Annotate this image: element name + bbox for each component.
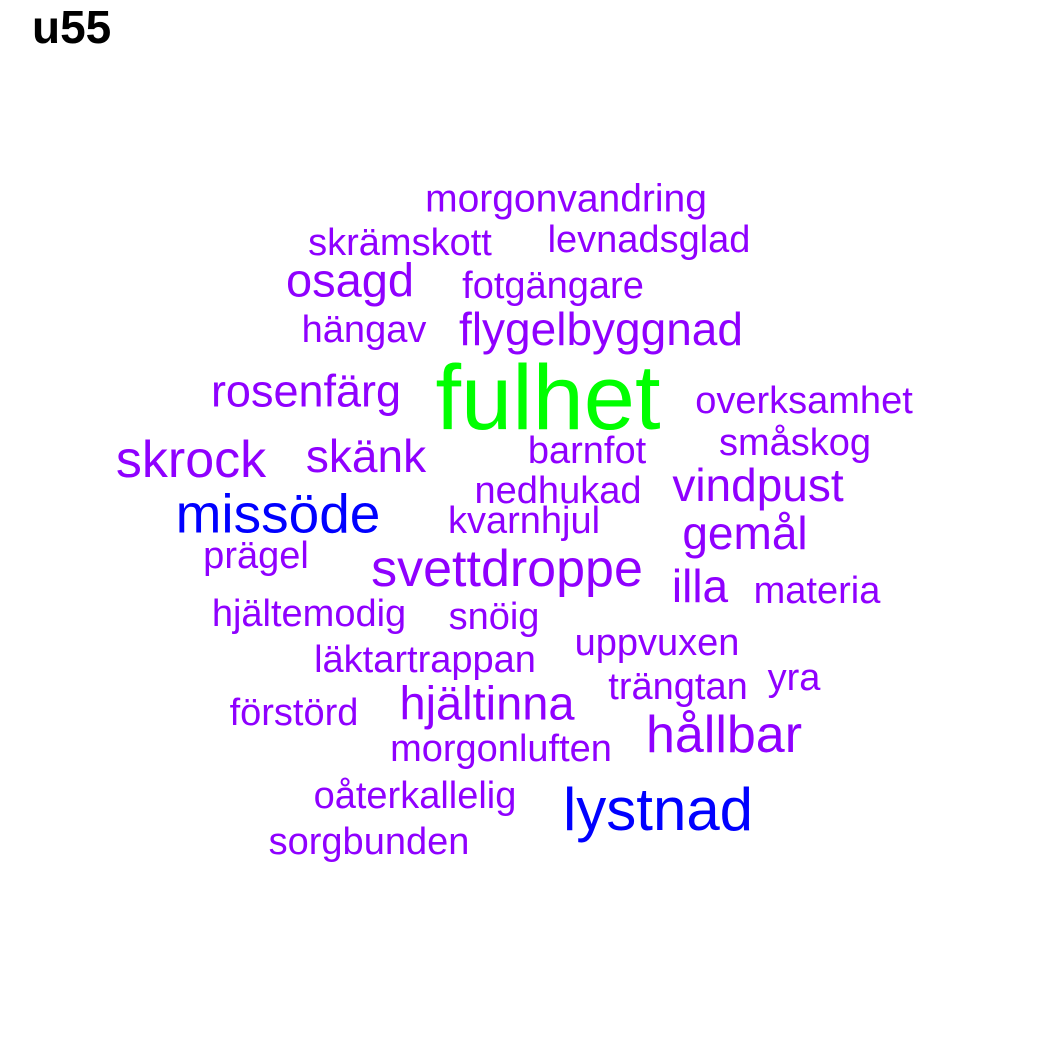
word-materia: materia — [753, 570, 881, 612]
word-fotgangare: fotgängare — [462, 265, 644, 307]
word-hjaltinna: hjältinna — [399, 676, 575, 730]
word-hjaltemodig: hjältemodig — [211, 593, 407, 635]
word-kvarnhjul: kvarnhjul — [447, 500, 601, 542]
word-fulhet: fulhet — [435, 347, 661, 449]
word-skramskott: skrämskott — [308, 222, 492, 264]
word-morgonvandring: morgonvandring — [425, 177, 707, 221]
word-overksamhet: overksamhet — [695, 380, 913, 422]
word-levnadsglad: levnadsglad — [547, 219, 751, 261]
word-rosenfarg: rosenfärg — [210, 365, 402, 417]
word-laktartrappan: läktartrappan — [314, 639, 536, 681]
word-skank: skänk — [305, 430, 427, 482]
word-smaskog: småskog — [718, 422, 872, 464]
word-pragel: prägel — [203, 535, 309, 577]
word-forstord: förstörd — [229, 692, 359, 734]
word-morgonluften: morgonluften — [390, 728, 612, 770]
word-vindpust: vindpust — [672, 459, 844, 511]
word-trangtan: trängtan — [608, 666, 748, 708]
word-snoig: snöig — [448, 596, 540, 638]
word-hallbar: hållbar — [645, 706, 803, 764]
word-svettdroppe: svettdroppe — [371, 540, 643, 598]
word-skrock: skrock — [115, 431, 267, 489]
word-gemal: gemål — [682, 507, 808, 559]
word-hangav: hängav — [301, 309, 427, 351]
word-flygelbyggnad: flygelbyggnad — [459, 303, 743, 355]
word-nedhukad: nedhukad — [474, 470, 642, 512]
word-oaterkallelig: oåterkallelig — [313, 775, 517, 817]
word-barnfot: barnfot — [527, 430, 647, 472]
word-yra: yra — [767, 657, 821, 699]
word-uppvuxen: uppvuxen — [574, 622, 740, 664]
word-illa: illa — [671, 560, 729, 612]
word-lystnad: lystnad — [562, 776, 754, 843]
word-sorgbunden: sorgbunden — [268, 821, 470, 863]
page-title: u55 — [32, 1, 112, 53]
word-osagd: osagd — [285, 253, 415, 307]
word-missode: missöde — [175, 482, 381, 545]
